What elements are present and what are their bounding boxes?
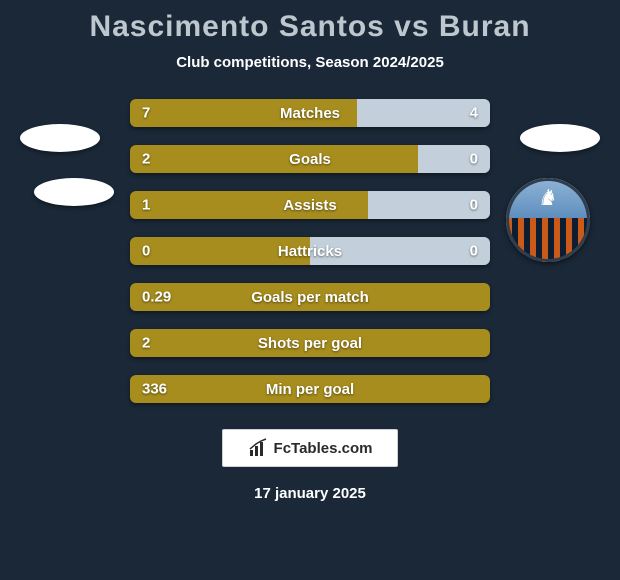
stat-label: Min per goal [266,381,354,398]
stat-row: 7 Matches 4 [130,99,490,127]
brand-link[interactable]: FcTables.com [222,429,398,467]
stat-row: 336 Min per goal [130,375,490,403]
brand-text: FcTables.com [274,440,373,457]
stat-value-right: 0 [470,197,478,214]
crest-ring [506,178,590,262]
stat-value-right: 0 [470,151,478,168]
player-left-badge-2 [34,178,114,206]
stat-bar-right [418,145,490,173]
club-crest-right: ♞ [506,178,590,262]
page-title: Nascimento Santos vs Buran [89,10,530,44]
stat-label: Assists [283,197,336,214]
stat-row: 2 Shots per goal [130,329,490,357]
stat-row: 2 Goals 0 [130,145,490,173]
stat-label: Goals per match [251,289,369,306]
stat-row: 0.29 Goals per match [130,283,490,311]
stat-row: 1 Assists 0 [130,191,490,219]
stat-label: Goals [289,151,331,168]
stat-value-left: 336 [142,381,167,398]
player-right-badge-1 [520,124,600,152]
stat-value-right: 4 [470,105,478,122]
stat-value-left: 2 [142,335,150,352]
stat-value-left: 7 [142,105,150,122]
stat-label: Matches [280,105,340,122]
page-subtitle: Club competitions, Season 2024/2025 [176,54,444,71]
stat-value-left: 2 [142,151,150,168]
stat-label: Shots per goal [258,335,362,352]
stat-bar-left [130,145,418,173]
stat-value-left: 0.29 [142,289,171,306]
comparison-card: Nascimento Santos vs Buran Club competit… [0,0,620,580]
brand-chart-icon [248,438,268,458]
footer-date: 17 january 2025 [254,485,366,502]
stat-label: Hattricks [278,243,342,260]
stat-value-left: 1 [142,197,150,214]
stat-value-left: 0 [142,243,150,260]
player-left-badge-1 [20,124,100,152]
stat-row: 0 Hattricks 0 [130,237,490,265]
stat-value-right: 0 [470,243,478,260]
